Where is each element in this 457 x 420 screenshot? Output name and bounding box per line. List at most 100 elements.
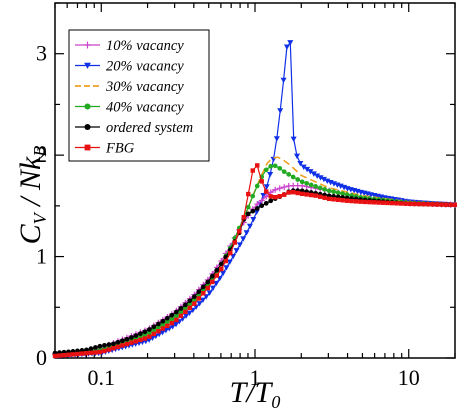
data-point xyxy=(367,199,372,205)
data-point xyxy=(187,298,193,304)
data-point xyxy=(174,317,179,323)
x-axis-title: T/T0 xyxy=(230,376,281,412)
data-point xyxy=(403,201,408,206)
data-point xyxy=(295,177,301,182)
data-point xyxy=(111,341,116,347)
data-point xyxy=(407,201,413,207)
data-point xyxy=(443,202,449,207)
x-tick-label: 10 xyxy=(398,365,420,390)
data-point xyxy=(138,337,143,343)
data-point xyxy=(84,351,89,356)
data-point xyxy=(97,349,103,355)
x-tick-label: 1 xyxy=(250,365,261,390)
data-point xyxy=(317,185,323,191)
data-point xyxy=(93,350,98,355)
legend-item: 10% vacancy xyxy=(75,38,184,54)
data-point xyxy=(299,191,305,197)
data-point xyxy=(219,266,224,272)
data-point xyxy=(376,200,381,205)
data-point xyxy=(245,204,251,210)
data-point xyxy=(169,320,175,326)
data-point xyxy=(389,200,395,206)
data-point xyxy=(75,351,80,357)
data-point xyxy=(138,331,143,336)
data-point xyxy=(228,250,233,256)
data-point xyxy=(290,136,297,143)
data-point xyxy=(203,294,210,300)
legend-label: FBG xyxy=(105,141,135,157)
legend-label: ordered system xyxy=(106,120,193,136)
data-point xyxy=(232,240,237,245)
data-point xyxy=(263,184,270,190)
data-point xyxy=(434,202,440,207)
data-point xyxy=(183,313,190,319)
data-point xyxy=(79,351,85,356)
data-point xyxy=(272,163,278,169)
data-point xyxy=(160,322,166,327)
series-2 xyxy=(54,156,456,356)
data-point xyxy=(452,202,457,208)
data-point xyxy=(282,192,287,197)
data-point xyxy=(320,176,327,183)
data-point xyxy=(255,163,260,168)
data-point xyxy=(250,208,256,214)
data-point xyxy=(97,343,103,349)
y-tick-label: 1 xyxy=(36,244,47,269)
data-point xyxy=(331,189,336,195)
data-point xyxy=(165,319,170,325)
data-point xyxy=(236,242,243,248)
data-point xyxy=(88,346,94,351)
data-point xyxy=(430,202,435,207)
legend-item: FBG xyxy=(75,141,135,157)
data-point xyxy=(102,342,107,348)
data-point xyxy=(246,191,251,197)
data-point xyxy=(191,294,197,299)
data-point xyxy=(102,348,107,354)
data-point xyxy=(160,318,166,324)
data-point xyxy=(200,284,206,290)
legend-label: 40% vacancy xyxy=(106,100,184,116)
data-point xyxy=(358,199,363,204)
data-point xyxy=(448,202,453,207)
data-point xyxy=(241,215,246,220)
data-point xyxy=(183,309,188,315)
data-point xyxy=(300,164,307,170)
data-point xyxy=(344,198,350,203)
data-point xyxy=(196,289,202,295)
data-point xyxy=(258,197,265,204)
data-point xyxy=(281,184,288,191)
data-point xyxy=(220,270,227,277)
data-point xyxy=(187,305,193,311)
data-point xyxy=(156,321,161,327)
data-point xyxy=(233,248,240,254)
data-point xyxy=(169,312,175,318)
data-point xyxy=(133,339,139,344)
data-point xyxy=(324,178,331,184)
data-point xyxy=(287,40,294,46)
data-point xyxy=(214,267,220,273)
data-point xyxy=(246,223,253,230)
legend-label: 10% vacancy xyxy=(106,38,184,54)
data-point xyxy=(156,329,161,334)
data-point xyxy=(205,279,211,285)
data-point xyxy=(214,273,220,278)
data-point xyxy=(307,169,314,175)
data-point xyxy=(146,337,153,343)
data-point xyxy=(322,195,327,201)
data-point xyxy=(209,285,216,292)
data-point xyxy=(93,345,98,350)
data-point xyxy=(254,183,260,189)
data-point xyxy=(120,338,125,344)
data-point xyxy=(186,310,193,317)
data-point xyxy=(245,211,251,217)
data-point xyxy=(115,339,121,345)
data-point xyxy=(205,285,211,291)
legend-item: ordered system xyxy=(75,120,193,136)
data-point xyxy=(286,190,291,195)
series-layer xyxy=(52,40,457,359)
data-point xyxy=(52,353,58,359)
data-point xyxy=(304,192,309,197)
data-point xyxy=(66,352,71,357)
data-point xyxy=(273,136,280,142)
